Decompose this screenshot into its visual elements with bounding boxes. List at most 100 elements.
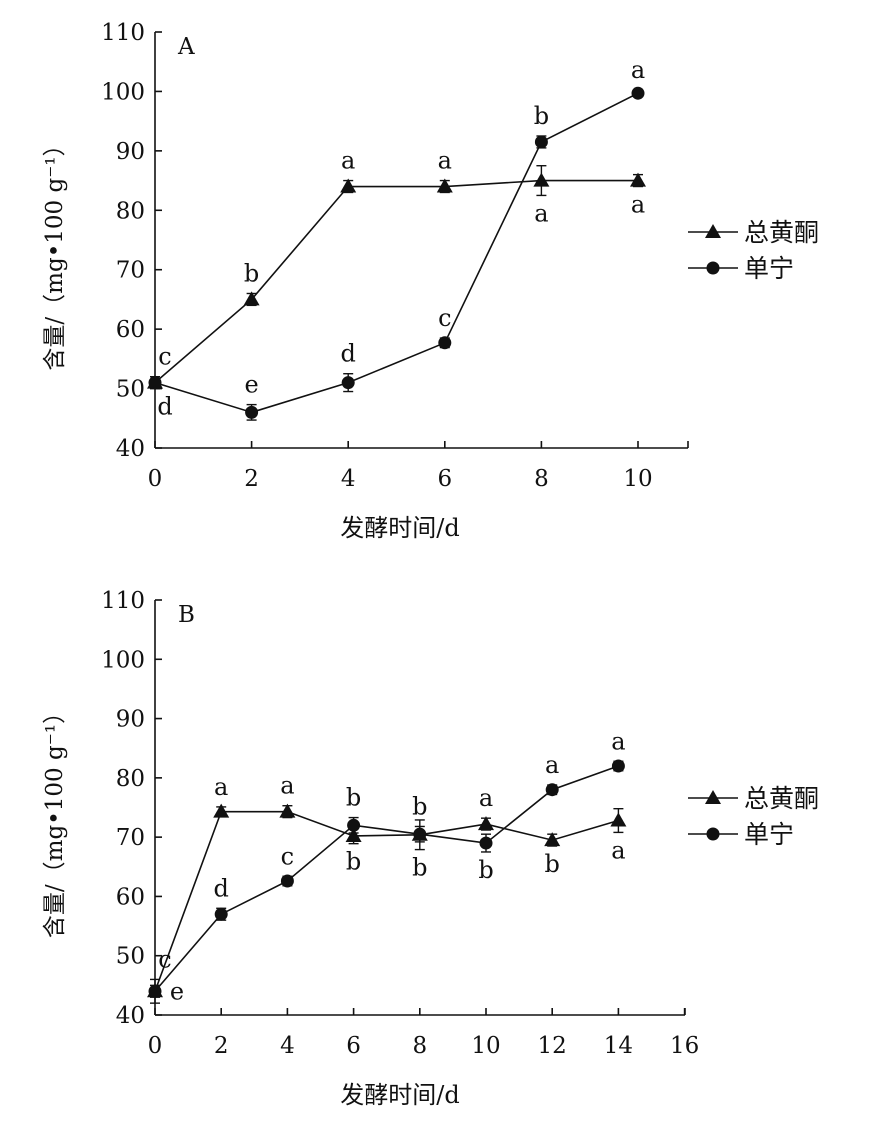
data-point-circle [545, 783, 559, 797]
significance-letter: e [170, 977, 184, 1005]
data-point-triangle [533, 172, 550, 187]
data-point-circle [413, 827, 427, 841]
y-axis-label: 含量/（mg•100 g⁻¹） [42, 701, 68, 938]
significance-letter: b [346, 848, 361, 876]
x-tick-label: 8 [412, 1033, 427, 1059]
x-tick-label: 16 [670, 1033, 699, 1059]
y-tick-label: 50 [116, 944, 145, 970]
significance-letter: c [158, 343, 171, 371]
data-point-triangle [213, 803, 230, 818]
significance-letter: a [341, 147, 355, 175]
panel-label: A [177, 34, 195, 60]
data-point-circle [280, 874, 294, 888]
data-point-triangle [544, 832, 561, 847]
data-point-triangle [345, 827, 362, 842]
legend-marker-circle [706, 261, 720, 275]
data-point-circle [148, 984, 162, 998]
y-tick-label: 60 [116, 884, 145, 910]
data-point-triangle [630, 172, 646, 187]
y-tick-label: 100 [101, 79, 145, 105]
legend-marker-triangle [705, 790, 721, 804]
y-tick-label: 110 [101, 20, 145, 46]
data-point-circle [534, 135, 548, 149]
data-point-circle [347, 818, 361, 832]
legend-label: 单宁 [744, 254, 794, 283]
x-tick-label: 2 [214, 1033, 229, 1059]
y-tick-label: 60 [116, 317, 145, 343]
significance-letter: a [438, 147, 452, 175]
x-tick-label: 2 [244, 466, 259, 492]
significance-letter: e [244, 371, 258, 399]
x-tick-label: 4 [280, 1033, 295, 1059]
data-point-triangle [243, 291, 260, 306]
y-tick-label: 90 [116, 707, 145, 733]
data-point-circle [214, 907, 228, 921]
x-tick-label: 6 [346, 1033, 361, 1059]
x-tick-label: 10 [471, 1033, 500, 1059]
data-point-circle [479, 836, 493, 850]
legend-label: 总黄酮 [744, 218, 819, 247]
data-point-triangle [279, 803, 296, 818]
legend-marker-triangle [705, 224, 721, 238]
data-point-circle [245, 405, 259, 419]
significance-letter: a [534, 199, 548, 227]
significance-letter: b [545, 850, 560, 878]
x-tick-label: 14 [604, 1033, 633, 1059]
x-tick-label: 8 [534, 466, 549, 492]
x-axis-label: 发酵时间/d [340, 1081, 459, 1109]
significance-letter: d [341, 340, 356, 368]
x-tick-label: 6 [437, 466, 452, 492]
x-tick-label: 4 [341, 466, 356, 492]
series-line-circle [154, 765, 619, 992]
significance-letter: a [280, 772, 294, 800]
y-tick-label: 40 [116, 1003, 145, 1029]
legend-label: 总黄酮 [744, 784, 819, 813]
y-tick-label: 80 [116, 766, 145, 792]
legend-marker-circle [706, 827, 720, 841]
significance-letter: d [157, 393, 172, 421]
significance-letter: b [412, 792, 427, 820]
y-tick-label: 70 [116, 825, 145, 851]
data-point-circle [438, 336, 452, 350]
series-line-triangle [154, 179, 638, 384]
series-line-circle [154, 92, 639, 414]
y-tick-label: 70 [116, 258, 145, 284]
significance-letter: b [534, 102, 549, 130]
data-point-circle [341, 376, 355, 390]
data-point-triangle [436, 178, 453, 193]
series-line-triangle [154, 810, 619, 992]
data-point-circle [148, 376, 162, 390]
x-tick-label: 12 [538, 1033, 567, 1059]
y-tick-label: 40 [116, 436, 145, 462]
significance-letter: b [478, 856, 493, 884]
significance-letter: a [631, 191, 645, 219]
x-axis-label: 发酵时间/d [340, 514, 459, 542]
significance-letter: b [412, 854, 427, 882]
y-tick-label: 80 [116, 198, 145, 224]
panel-label: B [178, 602, 195, 628]
y-tick-label: 50 [116, 377, 145, 403]
significance-letter: c [158, 945, 171, 973]
panel-b: 40 50 60 70 80 90 100 110 0 2 4 6 8 10 12 14 16 B 发酵时间/d 含量… [42, 588, 819, 1109]
significance-letter: a [214, 773, 228, 801]
data-point-triangle [340, 178, 357, 193]
significance-letter: a [479, 784, 493, 812]
significance-letter: c [281, 842, 294, 870]
significance-letter: a [545, 751, 559, 779]
significance-letter: a [611, 836, 625, 864]
data-point-circle [611, 759, 625, 773]
y-tick-label: 100 [101, 647, 145, 673]
x-tick-label: 10 [623, 466, 652, 492]
data-point-circle [631, 86, 645, 100]
significance-letter: b [244, 259, 259, 287]
significance-letter: a [631, 56, 645, 84]
significance-letter: c [438, 304, 451, 332]
x-tick-label: 0 [148, 1033, 163, 1059]
data-point-triangle [610, 812, 627, 827]
significance-letter: d [214, 874, 229, 902]
y-tick-label: 90 [116, 139, 145, 165]
legend-label: 单宁 [744, 820, 794, 849]
significance-letter: a [611, 727, 625, 755]
x-tick-label: 0 [148, 466, 163, 492]
